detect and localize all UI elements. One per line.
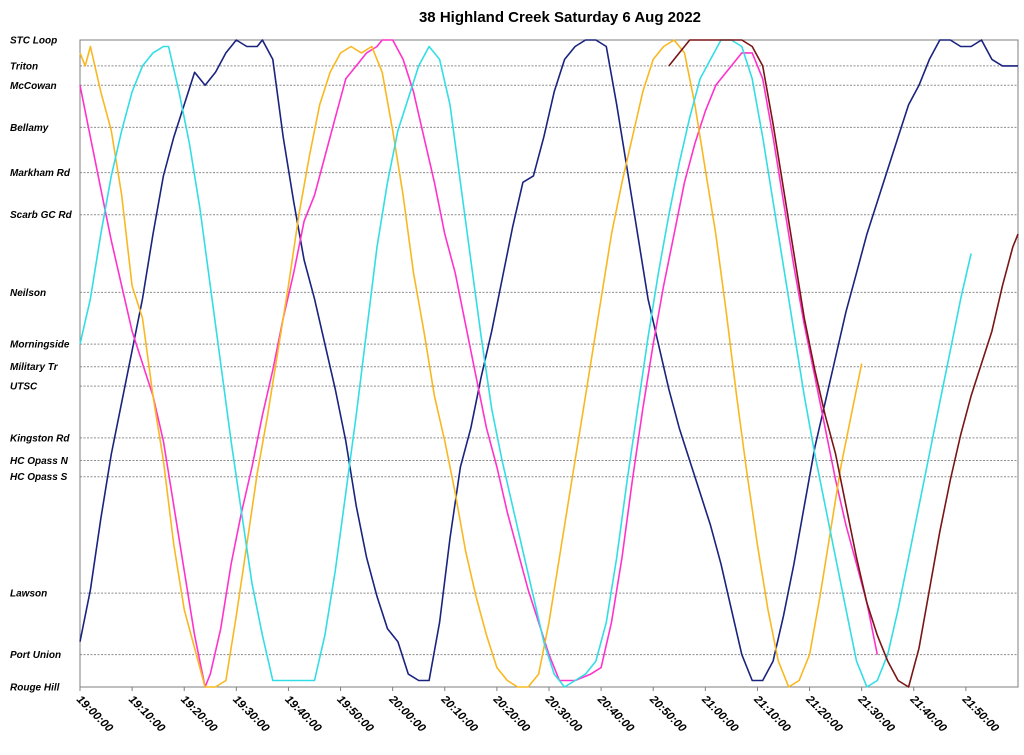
x-tick-label: 19:30:00 [230, 694, 271, 735]
series-line-bus-cyan [79, 39, 972, 688]
stop-label: Lawson [10, 589, 47, 600]
x-tick-label: 21:00:00 [699, 693, 741, 735]
x-tick-label: 20:20:00 [490, 693, 532, 735]
stop-label: Bellamy [10, 123, 49, 134]
stop-label: Triton [10, 61, 38, 72]
series-line-bus-magenta [79, 39, 879, 688]
x-tick-label: 21:10:00 [751, 693, 793, 735]
x-tick-label: 19:20:00 [178, 694, 219, 735]
x-tick-label: 20:10:00 [438, 693, 480, 735]
stop-label: Neilson [10, 288, 46, 299]
stop-label: Scarb GC Rd [10, 210, 73, 221]
stop-label: Morningside [10, 340, 70, 351]
stop-label: STC Loop [10, 36, 57, 47]
x-tick-label: 20:00:00 [386, 693, 428, 735]
x-tick-label: 20:30:00 [542, 693, 584, 735]
stop-label: Kingston Rd [10, 433, 70, 444]
x-tick-label: 19:40:00 [282, 694, 323, 735]
stop-label: Military Tr [10, 362, 59, 373]
x-tick-label: 19:10:00 [126, 694, 167, 735]
x-tick-label: 21:20:00 [803, 693, 845, 735]
x-tick-label: 19:00:00 [74, 694, 115, 735]
x-tick-label: 21:30:00 [855, 693, 897, 735]
series-lines [79, 39, 1019, 688]
series-line-bus-navy [79, 39, 1018, 682]
stop-label: Rouge Hill [10, 683, 60, 694]
x-tick-label: 21:40:00 [907, 693, 949, 735]
stop-label: HC Opass N [10, 456, 69, 467]
x-tick-label: 20:40:00 [594, 693, 636, 735]
stop-label: HC Opass S [10, 472, 68, 483]
stop-label: McCowan [10, 81, 57, 92]
x-tick-label: 21:50:00 [959, 693, 1001, 735]
series-line-bus-maroon [668, 39, 1019, 688]
x-tick-label: 20:50:00 [646, 693, 688, 735]
chart-title: 38 Highland Creek Saturday 6 Aug 2022 [419, 9, 701, 26]
stop-label: Port Union [10, 650, 61, 661]
stop-labels: STC Loop Triton McCowan Bellamy Markham Rd Sc… [10, 36, 73, 694]
stop-label: UTSC [10, 382, 38, 393]
x-axis-tick-labels: 19:00:00 19:10:00 19:20:00 19:30:00 19:40:00… [74, 687, 1001, 735]
x-tick-label: 19:50:00 [334, 694, 375, 735]
stop-label: Markham Rd [10, 168, 71, 179]
series-line-bus-orange [79, 39, 863, 688]
